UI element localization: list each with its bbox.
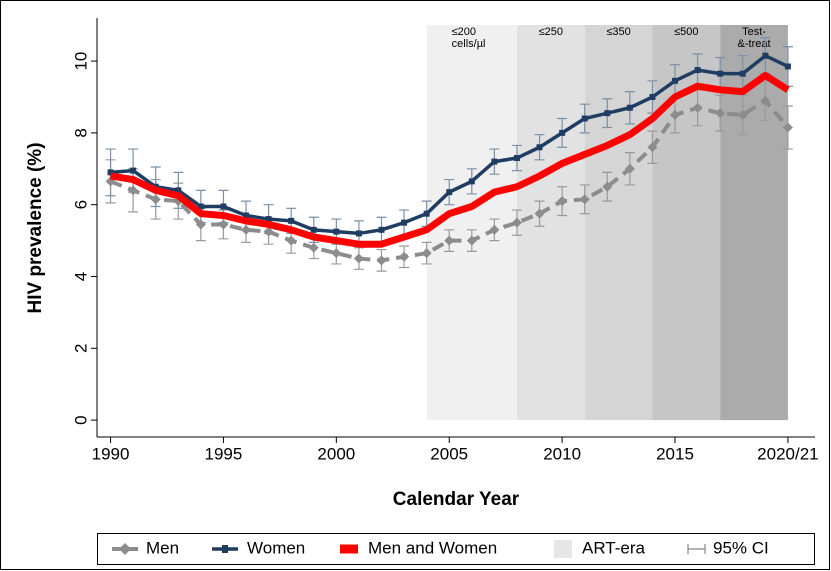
point-marker <box>197 203 204 210</box>
point-marker <box>308 242 319 253</box>
era-region <box>516 25 585 421</box>
point-marker <box>559 129 566 136</box>
region-label: ≤200 <box>452 26 476 38</box>
point-marker <box>130 167 137 174</box>
legend-label: Men and Women <box>368 538 497 557</box>
x-tick-label: 2000 <box>317 444 355 463</box>
point-marker <box>491 158 498 165</box>
point-marker <box>489 224 500 235</box>
y-tick-label: 8 <box>71 128 90 137</box>
legend-label: Men <box>146 538 179 557</box>
region-label: ≤250 <box>539 26 563 38</box>
point-marker <box>579 194 590 205</box>
point-marker <box>604 110 611 117</box>
point-marker <box>220 203 227 210</box>
legend-label: Women <box>247 538 305 557</box>
era-region <box>652 25 721 421</box>
legend-label: ART-era <box>582 538 646 557</box>
y-tick-label: 0 <box>71 415 90 424</box>
point-marker <box>782 122 793 133</box>
point-marker <box>175 187 182 194</box>
point-marker <box>421 248 432 259</box>
point-marker <box>241 224 252 235</box>
point-marker <box>468 178 475 185</box>
point-marker <box>737 109 748 120</box>
point-marker <box>263 226 274 237</box>
point-marker <box>218 219 229 230</box>
y-tick-label: 6 <box>71 200 90 209</box>
point-marker <box>694 67 701 74</box>
point-marker <box>760 95 771 106</box>
y-tick-label: 10 <box>71 52 90 71</box>
point-marker <box>602 181 613 192</box>
point-marker <box>376 255 387 266</box>
y-axis-title: HIV prevalence (%) <box>25 142 46 313</box>
x-tick-label: 1990 <box>92 444 130 463</box>
point-marker <box>423 210 430 217</box>
region-label: Test- <box>742 26 766 38</box>
region-label: ≤500 <box>674 26 698 38</box>
legend: Men Women Men and Women ART-era 95% CI <box>97 533 815 565</box>
point-marker <box>534 208 545 219</box>
point-marker <box>717 70 724 77</box>
point-marker <box>195 219 206 230</box>
point-marker <box>557 196 568 207</box>
point-marker <box>446 189 453 196</box>
point-marker <box>784 63 791 70</box>
y-tick-label: 2 <box>71 344 90 353</box>
point-marker <box>739 70 746 77</box>
legend-symbol <box>687 544 706 554</box>
x-axis-title: Calendar Year <box>393 489 520 510</box>
point-marker <box>331 248 342 259</box>
point-marker <box>265 216 272 223</box>
point-marker <box>511 217 522 228</box>
point-marker <box>466 235 477 246</box>
legend-symbol <box>222 545 228 553</box>
y-tick-label: 4 <box>71 272 90 281</box>
point-marker <box>399 251 410 262</box>
region-label: cells/µl <box>452 38 486 50</box>
point-marker <box>310 226 317 233</box>
x-tick-label: 2005 <box>430 444 468 463</box>
point-marker <box>401 219 408 226</box>
x-tick-label: 2020/21 <box>757 444 818 463</box>
point-marker <box>333 228 340 235</box>
point-marker <box>649 93 656 100</box>
point-marker <box>288 217 295 224</box>
point-marker <box>581 115 588 122</box>
legend-symbol <box>554 540 572 558</box>
point-marker <box>444 235 455 246</box>
legend-label: 95% CI <box>713 538 769 557</box>
point-marker <box>107 169 114 176</box>
point-marker <box>670 109 681 120</box>
point-marker <box>286 235 297 246</box>
x-tick-label: 2010 <box>543 444 581 463</box>
point-marker <box>513 155 520 162</box>
point-marker <box>150 194 161 205</box>
point-marker <box>353 253 364 264</box>
x-tick-label: 1995 <box>205 444 243 463</box>
era-region <box>584 25 653 421</box>
point-marker <box>626 104 633 111</box>
point-marker <box>355 230 362 237</box>
region-label: &-treat <box>738 38 771 50</box>
point-marker <box>378 226 385 233</box>
point-marker <box>692 102 703 113</box>
point-marker <box>715 108 726 119</box>
point-marker <box>624 163 635 174</box>
legend-symbol <box>119 543 131 555</box>
point-marker <box>243 212 250 219</box>
point-marker <box>762 52 769 59</box>
region-label: ≤350 <box>606 26 630 38</box>
point-marker <box>536 144 543 151</box>
point-marker <box>128 185 139 196</box>
x-tick-label: 2015 <box>656 444 694 463</box>
point-marker <box>647 142 658 153</box>
point-marker <box>672 77 679 84</box>
series-line <box>109 71 790 248</box>
